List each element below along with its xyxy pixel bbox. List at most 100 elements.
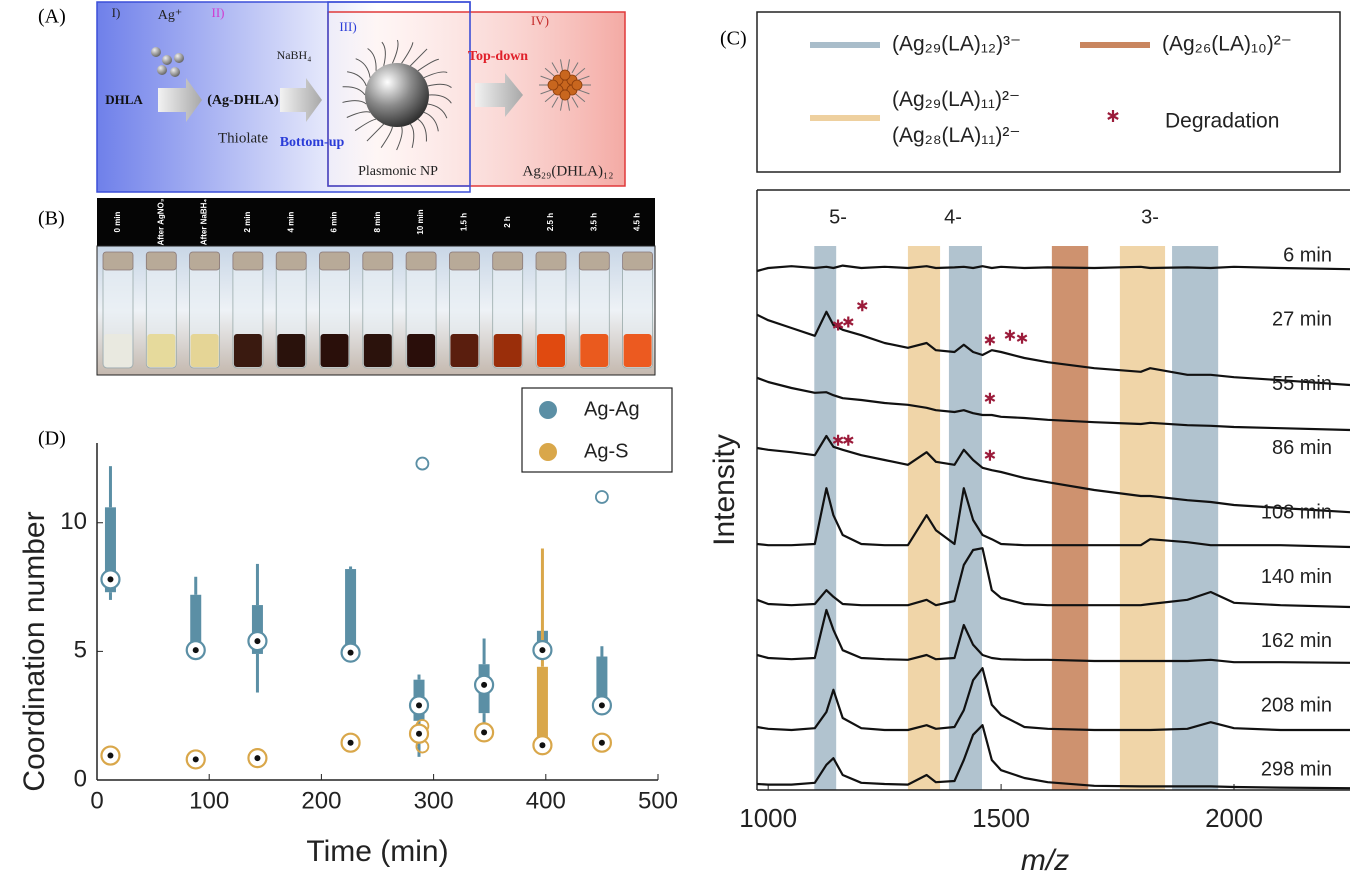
trace-label: 108 min: [1261, 501, 1332, 523]
vial-cap: [578, 251, 610, 271]
median-dot: [254, 755, 261, 762]
ligand: [423, 71, 448, 79]
y-tick-label: 10: [60, 508, 87, 535]
box: [536, 666, 548, 747]
median-dot: [416, 702, 423, 709]
band: [1119, 246, 1166, 790]
median-dot: [598, 739, 605, 746]
scheme-label: Bottom-up: [280, 135, 345, 150]
legend-box: [756, 11, 1341, 173]
ligand: [540, 75, 553, 81]
atom: [559, 89, 571, 101]
panel-label: (A): [38, 6, 66, 28]
ligand: [577, 75, 590, 81]
ligand: [347, 71, 367, 87]
vial-cap: [405, 251, 437, 271]
spectrum: [756, 376, 1350, 432]
vial-label: 3.5 h: [589, 213, 598, 231]
ligand: [342, 86, 366, 96]
ligand: [544, 67, 555, 77]
x-tick-label: 200: [301, 787, 341, 814]
ligand: [571, 96, 579, 108]
legend-label: Degradation: [1165, 110, 1279, 133]
vial-cap: [232, 251, 264, 271]
vial-label: 2 min: [243, 211, 252, 232]
vial-liquid: [320, 334, 349, 367]
vial-liquid: [407, 334, 436, 367]
ligand: [551, 96, 559, 108]
median-dot: [416, 730, 423, 737]
ligand: [427, 103, 448, 119]
x-tick-label: 400: [526, 787, 566, 814]
y-axis-title: Coordination number: [18, 511, 51, 791]
atom: [547, 79, 559, 91]
ligand: [354, 118, 377, 132]
median-dot: [539, 742, 546, 749]
x-tick-label: 0: [90, 787, 103, 814]
median-dot: [192, 756, 199, 763]
vial-label: 2.5 h: [546, 213, 555, 231]
ligand: [342, 100, 367, 105]
median-dot: [107, 576, 114, 583]
degradation-marker: [832, 319, 844, 331]
box: [345, 569, 357, 654]
vial-cap: [319, 251, 350, 271]
trace-label: 27 min: [1272, 309, 1332, 331]
vial-liquid: [537, 334, 565, 367]
y-axis-title: Intensity: [708, 434, 741, 546]
vial-label: 10 min: [416, 209, 425, 234]
vial-cap: [275, 251, 307, 271]
ligand: [577, 89, 590, 95]
ion: [157, 65, 167, 75]
vial-label: 8 min: [373, 211, 382, 232]
ligand: [409, 123, 415, 148]
vial-label: 6 min: [330, 211, 339, 232]
degradation-marker: [1004, 329, 1016, 341]
x-axis-title: m/z: [1021, 844, 1069, 877]
ligand: [428, 94, 452, 104]
spectrum: [756, 310, 1350, 387]
ion: [151, 47, 161, 57]
box: [596, 656, 608, 706]
box: [104, 507, 116, 593]
vial-liquid: [147, 334, 176, 367]
outlier: [415, 456, 430, 471]
ligand: [559, 59, 564, 72]
box: [251, 605, 263, 654]
vial-liquid: [104, 334, 132, 367]
band: [814, 246, 837, 790]
ligand: [417, 58, 439, 72]
median-dot: [481, 681, 488, 688]
y-tick-label: 0: [74, 765, 87, 792]
vial-liquid: [277, 334, 306, 367]
degradation-marker: [984, 392, 996, 404]
vial-label: 2 h: [503, 216, 512, 228]
panel-label: (C): [720, 28, 747, 50]
trace-label: 208 min: [1261, 694, 1332, 716]
ligand: [380, 126, 393, 148]
band: [1172, 246, 1219, 790]
scheme-label: Ag₂₉(DHLA)₁₂: [523, 163, 614, 179]
median-dot: [107, 752, 114, 759]
ligand: [409, 48, 428, 67]
vial-label: After AgNO₃: [156, 198, 165, 245]
vial-liquid: [450, 334, 479, 367]
ligand: [423, 111, 439, 132]
vial-cap: [102, 251, 134, 271]
scheme-label: III): [339, 19, 356, 34]
vial-label: 0 min: [113, 211, 122, 232]
nanoparticle: [365, 63, 429, 127]
arrow: [158, 78, 202, 122]
legend-label: (Ag₂₉(LA)₁₁)²⁻ (Ag₂₈(LA)₁₁)²⁻: [892, 88, 1020, 147]
spectrum: [756, 724, 1350, 790]
cluster: [539, 59, 591, 111]
vial-cap: [622, 251, 653, 271]
band: [948, 246, 982, 790]
spectrum: [756, 487, 1350, 549]
median-dot: [254, 638, 261, 645]
box: [190, 594, 202, 652]
scheme-label: Plasmonic NP: [358, 164, 438, 179]
vial-liquid: [363, 334, 392, 367]
ligand: [417, 118, 427, 142]
